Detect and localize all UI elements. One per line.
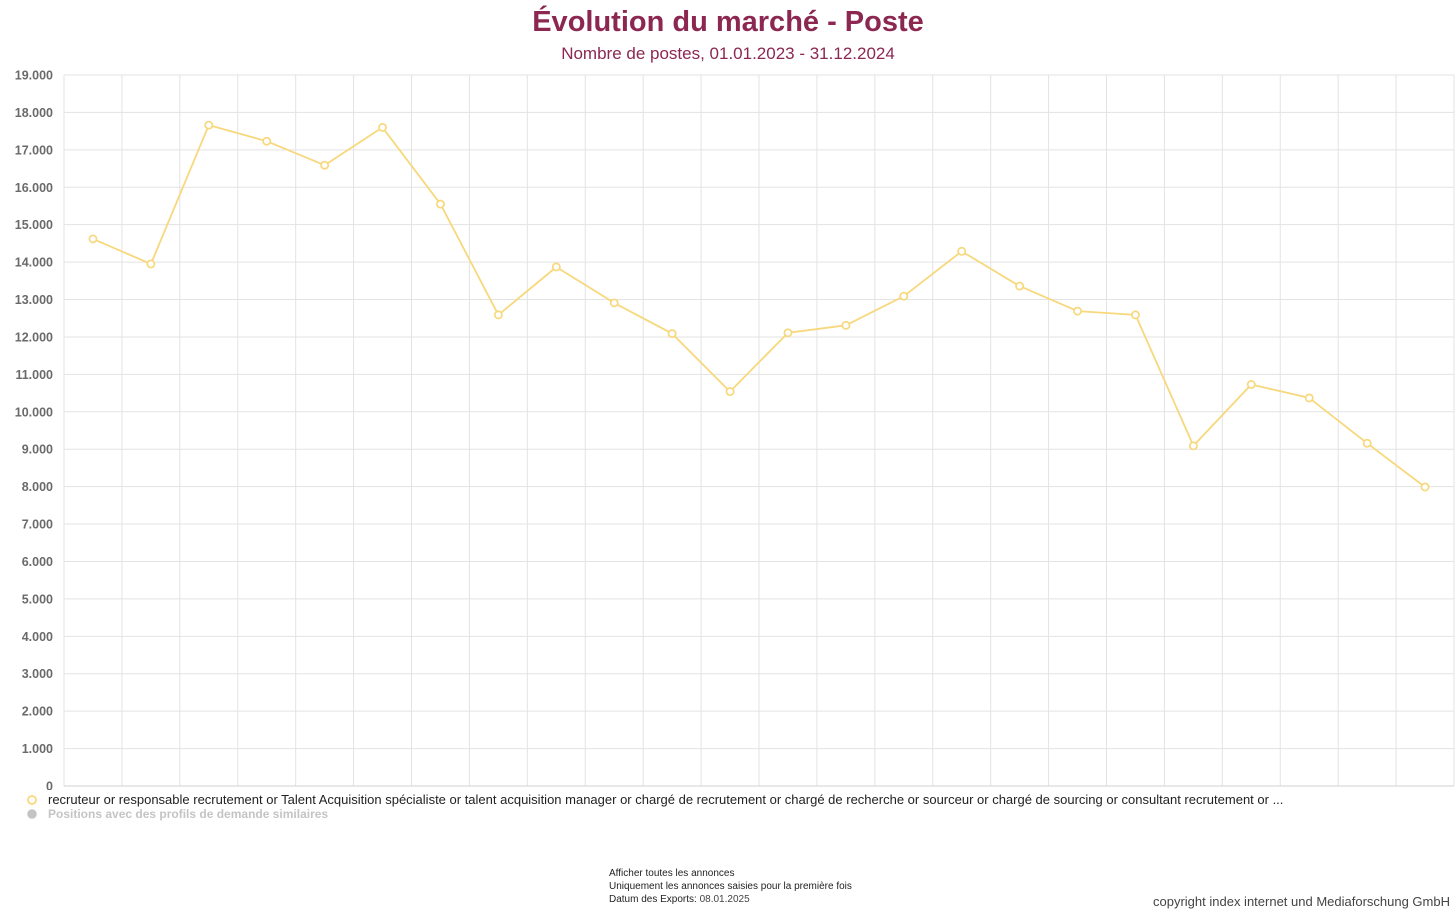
legend-item-primary[interactable]: recruteur or responsable recrutement or … [22,792,1283,807]
data-point [1420,482,1430,492]
data-point [320,160,330,170]
y-tick-label: 19.000 [15,69,53,83]
data-point [551,262,561,272]
data-point [88,234,98,244]
legend-line-marker-icon [22,794,44,806]
footer-line-all-ads: Afficher toutes les annonces [609,868,735,879]
y-tick-label: 13.000 [15,293,53,307]
chart-title: Évolution du marché - Poste [532,6,924,38]
data-point [204,120,214,130]
y-tick-label: 8.000 [22,480,53,494]
y-tick-label: 5.000 [22,592,53,606]
data-point [783,328,793,338]
data-point [1304,393,1314,403]
data-point [841,320,851,330]
data-point [1246,380,1256,389]
y-tick-label: 0 [46,780,53,791]
y-tick-label: 2.000 [22,705,53,719]
data-point [725,387,735,397]
chart-subtitle: Nombre de postes, 01.01.2023 - 31.12.202… [561,44,895,63]
y-tick-label: 7.000 [22,518,53,532]
y-tick-label: 4.000 [22,630,53,644]
footer-export-row: Datum des Exports: 08.01.2025 [609,893,852,906]
data-point [1015,281,1025,291]
data-point [378,122,387,132]
y-tick-label: 16.000 [15,181,53,195]
legend-disabled-marker-icon [22,808,44,820]
legend-label-similar: Positions avec des profils de demande si… [48,807,329,821]
legend-label-primary: recruteur or responsable recrutement or … [48,792,1284,807]
y-tick-label: 10.000 [15,405,53,419]
y-tick-label: 9.000 [22,443,53,457]
data-point [1362,438,1372,448]
data-point [1073,306,1082,316]
export-info: Afficher toutes les annonces Uniquement … [609,867,852,906]
y-tick-label: 1.000 [22,742,53,756]
data-point [667,329,677,339]
y-tick-label: 15.000 [15,218,53,232]
data-point [1188,441,1198,451]
y-tick-label: 17.000 [15,143,53,157]
data-point [609,298,619,308]
y-tick-label: 14.000 [15,256,53,270]
series-line-primary [92,124,1426,488]
data-point [436,199,445,209]
y-tick-label: 18.000 [15,106,53,120]
legend-item-similar[interactable]: Positions avec des profils de demande si… [22,807,328,821]
data-point [146,259,156,269]
footer-line-first-ads: Uniquement les annonces saisies pour la … [609,881,852,892]
y-tick-label: 12.000 [15,330,53,344]
line-chart: 0 1.000 2.000 3.000 4.000 5.000 6.000 7.000 8.00… [15,69,1455,791]
data-point [899,291,909,301]
y-tick-label: 6.000 [22,555,53,569]
y-tick-label: 11.000 [15,368,53,382]
export-label: Datum des Exports: [609,894,697,905]
y-tick-label: 3.000 [22,667,53,681]
data-point [957,246,967,256]
data-point [493,310,503,320]
data-point [262,136,272,146]
export-date: 08.01.2025 [699,894,750,905]
copyright: copyright index internet und Mediaforsch… [1153,894,1450,909]
data-point [1131,310,1140,320]
